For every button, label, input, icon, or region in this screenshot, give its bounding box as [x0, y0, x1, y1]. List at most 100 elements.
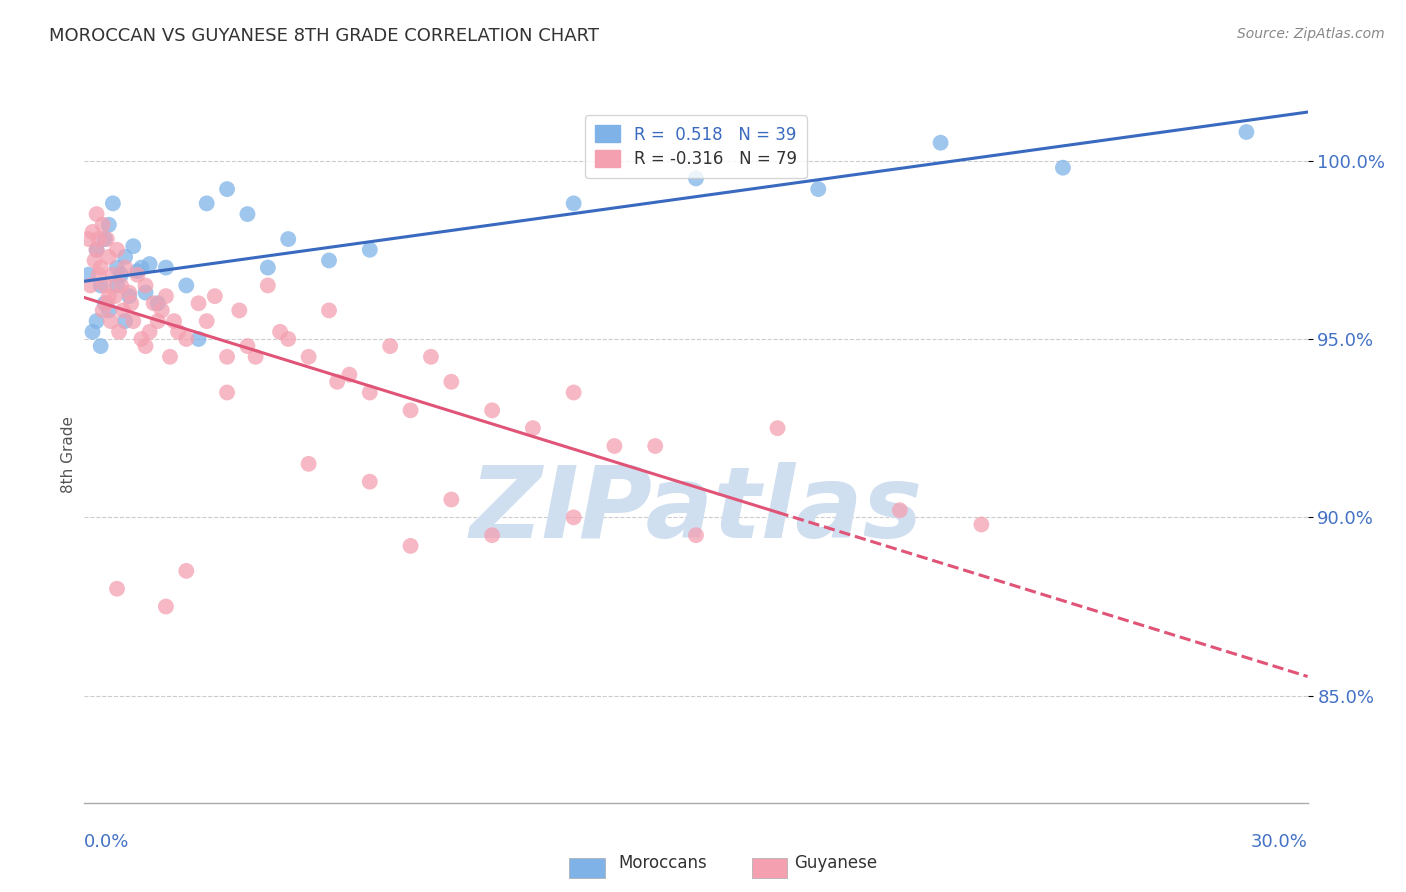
- Point: [146, 296, 169, 310]
- Point: [114, 260, 136, 275]
- Point: [236, 339, 259, 353]
- Point: [82, 325, 104, 339]
- Point: [138, 257, 160, 271]
- Text: 0.0%: 0.0%: [84, 833, 129, 851]
- Point: [399, 539, 422, 553]
- Point: [257, 278, 280, 293]
- Point: [114, 314, 136, 328]
- Point: [131, 332, 153, 346]
- Text: Guyanese: Guyanese: [794, 855, 877, 872]
- Point: [82, 225, 104, 239]
- Text: Moroccans: Moroccans: [619, 855, 707, 872]
- Point: [105, 260, 128, 275]
- Point: [105, 278, 128, 293]
- Point: [359, 243, 381, 257]
- Point: [110, 268, 132, 282]
- Point: [108, 325, 131, 339]
- Point: [685, 528, 707, 542]
- Point: [146, 314, 169, 328]
- Point: [97, 218, 120, 232]
- Point: [277, 232, 299, 246]
- Point: [195, 196, 218, 211]
- Point: [86, 243, 108, 257]
- Point: [87, 268, 110, 282]
- Text: 30.0%: 30.0%: [1251, 833, 1308, 851]
- Point: [159, 350, 181, 364]
- Point: [155, 260, 177, 275]
- Point: [83, 253, 105, 268]
- Point: [187, 332, 209, 346]
- Point: [97, 289, 120, 303]
- Point: [87, 232, 110, 246]
- Point: [86, 207, 108, 221]
- Point: [277, 332, 299, 346]
- Point: [105, 582, 128, 596]
- Point: [298, 457, 321, 471]
- Point: [970, 517, 993, 532]
- Point: [163, 314, 186, 328]
- Text: Source: ZipAtlas.com: Source: ZipAtlas.com: [1237, 27, 1385, 41]
- Point: [481, 403, 503, 417]
- Point: [120, 296, 142, 310]
- Point: [298, 350, 321, 364]
- Point: [142, 296, 165, 310]
- Point: [155, 599, 177, 614]
- Point: [481, 528, 503, 542]
- Point: [326, 375, 349, 389]
- Legend: R =  0.518   N = 39, R = -0.316   N = 79: R = 0.518 N = 39, R = -0.316 N = 79: [585, 115, 807, 178]
- Point: [101, 268, 124, 282]
- Point: [131, 260, 153, 275]
- Point: [603, 439, 626, 453]
- Point: [93, 278, 115, 293]
- Point: [562, 385, 585, 400]
- Point: [135, 339, 157, 353]
- Point: [807, 182, 830, 196]
- Point: [79, 278, 101, 293]
- Point: [167, 325, 190, 339]
- Point: [112, 303, 135, 318]
- Point: [318, 303, 340, 318]
- Point: [1234, 125, 1257, 139]
- Point: [77, 268, 100, 282]
- Point: [93, 296, 115, 310]
- Point: [187, 296, 209, 310]
- Point: [228, 303, 250, 318]
- Point: [440, 492, 463, 507]
- Point: [91, 218, 114, 232]
- Point: [90, 278, 112, 293]
- Point: [93, 232, 115, 246]
- Point: [77, 232, 100, 246]
- Point: [97, 250, 120, 264]
- Point: [135, 285, 157, 300]
- Point: [127, 268, 149, 282]
- Point: [150, 303, 173, 318]
- Point: [359, 385, 381, 400]
- Point: [889, 503, 911, 517]
- Point: [96, 232, 118, 246]
- Point: [104, 289, 127, 303]
- Point: [135, 278, 157, 293]
- Point: [420, 350, 443, 364]
- Point: [245, 350, 267, 364]
- Point: [100, 314, 122, 328]
- Point: [97, 303, 120, 318]
- Point: [105, 243, 128, 257]
- Point: [91, 303, 114, 318]
- Point: [174, 332, 197, 346]
- Point: [127, 264, 149, 278]
- Point: [86, 243, 108, 257]
- Y-axis label: 8th Grade: 8th Grade: [60, 417, 76, 493]
- Point: [399, 403, 422, 417]
- Point: [217, 350, 239, 364]
- Point: [236, 207, 259, 221]
- Point: [359, 475, 381, 489]
- Point: [174, 278, 197, 293]
- Point: [929, 136, 952, 150]
- Point: [96, 296, 118, 310]
- Point: [217, 182, 239, 196]
- Point: [195, 314, 218, 328]
- Point: [685, 171, 707, 186]
- Point: [155, 289, 177, 303]
- Point: [114, 250, 136, 264]
- Point: [257, 260, 280, 275]
